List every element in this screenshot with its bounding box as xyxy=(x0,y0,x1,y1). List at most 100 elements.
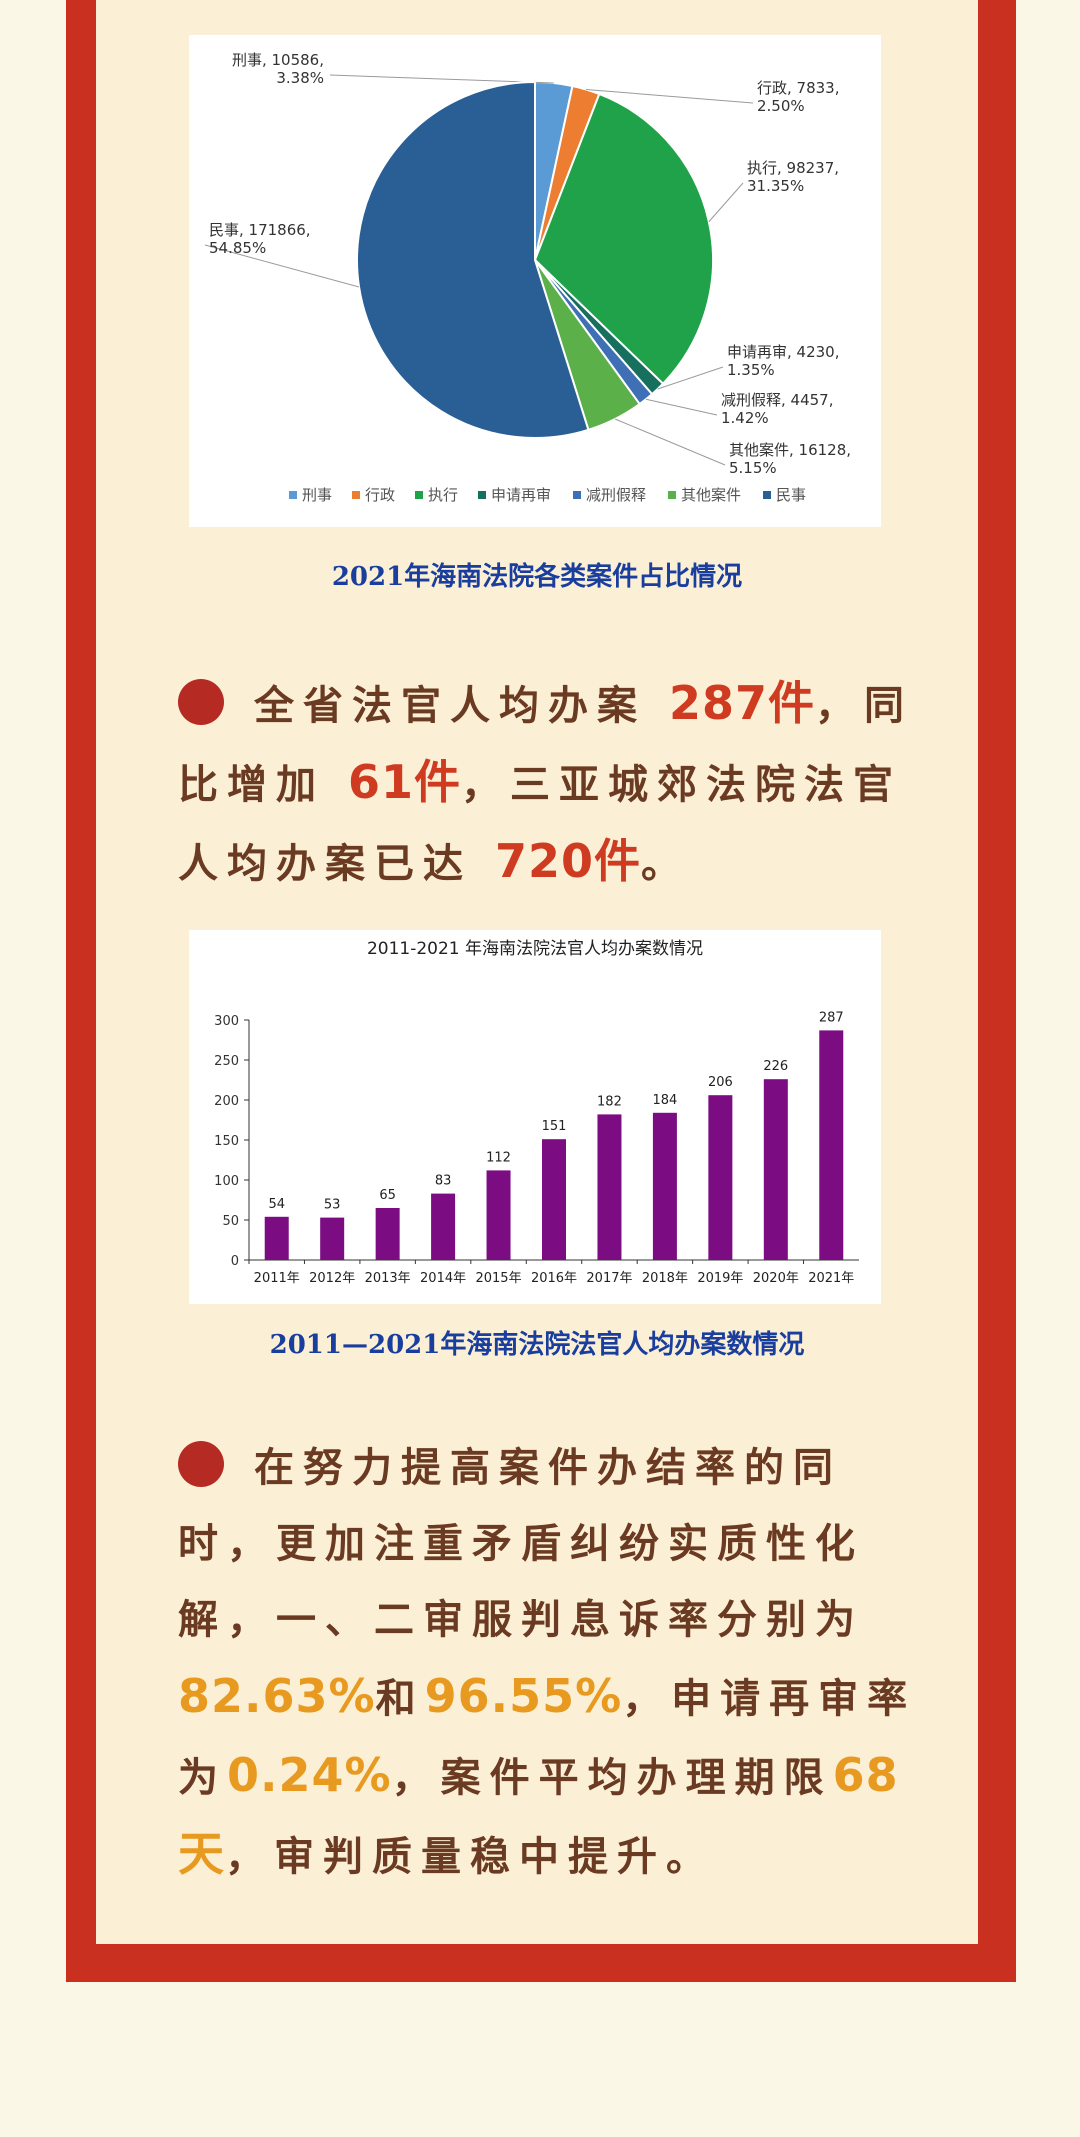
bar-chart: 2011-2021 年海南法院法官人均办案数情况 0 50 100 150 200 250 3… xyxy=(214,939,859,1286)
y-tick-label-4: 200 xyxy=(214,1094,239,1109)
value-720: 720件 xyxy=(494,834,641,888)
bar-value-label-2: 65 xyxy=(379,1188,396,1203)
pie-data-label-3-pct: 1.35% xyxy=(727,361,775,379)
bar-2015年 xyxy=(486,1170,511,1260)
para2-text-3: ，申请再审率为 xyxy=(178,1675,917,1801)
bar-value-label-1: 53 xyxy=(324,1198,341,1213)
para2-text-2: 和 xyxy=(375,1675,425,1722)
pie-chart-caption: 2021年海南法院各类案件占比情况 xyxy=(331,562,743,592)
legend-label-0: 刑事 xyxy=(302,486,332,504)
bar-2016年 xyxy=(542,1139,566,1260)
bullet-dot-icon xyxy=(178,679,224,725)
para1-text-4: 。 xyxy=(640,840,690,887)
bar-2012年 xyxy=(320,1217,345,1260)
bar-value-label-7: 184 xyxy=(652,1093,677,1108)
x-tick-label-9: 2020年 xyxy=(753,1271,799,1286)
paragraph-judge-caseload: 全省法官人均办案 287件，同比增加 61件，三亚城郊法院法官人均办案已达 72… xyxy=(178,665,918,902)
bar-2020年 xyxy=(763,1079,788,1260)
legend-label-2: 执行 xyxy=(428,486,458,504)
pie-data-label-1: 行政, 7833, xyxy=(757,79,839,97)
para2-text-5: ，审判质量稳中提升。 xyxy=(225,1833,715,1880)
x-tick-label-1: 2012年 xyxy=(309,1271,355,1286)
paragraph-trial-quality: 在努力提高案件办结率的同时，更加注重矛盾纠纷实质性化解，一、二审服判息诉率分别为… xyxy=(178,1430,918,1895)
bar-chart-caption: 2011—2021年海南法院法官人均办案数情况 xyxy=(269,1330,805,1360)
x-tick-label-10: 2021年 xyxy=(808,1271,854,1286)
bar-2018年 xyxy=(652,1112,677,1260)
pie-data-label-6: 民事, 171866, xyxy=(209,221,311,239)
x-tick-label-8: 2019年 xyxy=(697,1271,743,1286)
legend-swatch-1 xyxy=(352,491,360,499)
pie-data-label-4-pct: 1.42% xyxy=(721,409,769,427)
pie-leader-line-4 xyxy=(645,398,718,416)
legend-swatch-5 xyxy=(668,491,676,499)
bar-chart-card: 2011-2021 年海南法院法官人均办案数情况 0 50 100 150 200 250 3… xyxy=(189,930,881,1304)
legend-label-5: 其他案件 xyxy=(681,486,741,504)
pie-data-label-4: 减刑假释, 4457, xyxy=(721,391,833,409)
bar-value-label-0: 54 xyxy=(268,1197,285,1212)
para1-text-3: ，三亚城郊法院法官人均办案已达 xyxy=(178,761,902,887)
pie-leader-line-2 xyxy=(708,182,744,223)
bar-2013年 xyxy=(375,1208,400,1260)
legend-label-1: 行政 xyxy=(365,486,395,504)
value-287: 287件 xyxy=(668,676,815,730)
para1-text-1: 全省法官人均办案 xyxy=(254,682,646,729)
para1-text-2: ，同比增加 xyxy=(178,682,913,808)
legend-label-4: 减刑假释 xyxy=(586,486,646,504)
pie-data-label-2-pct: 31.35% xyxy=(747,177,804,195)
y-tick-label-3: 150 xyxy=(214,1134,239,1149)
bar-value-label-8: 206 xyxy=(708,1075,733,1090)
y-tick-label-0: 0 xyxy=(231,1254,239,1269)
bar-chart-title: 2011-2021 年海南法院法官人均办案数情况 xyxy=(367,939,703,959)
pie-leader-line-3 xyxy=(657,366,724,390)
legend-label-6: 民事 xyxy=(776,486,806,504)
x-tick-label-5: 2016年 xyxy=(531,1271,577,1286)
pie-leader-line-1 xyxy=(585,88,754,104)
bar-value-label-6: 182 xyxy=(597,1094,622,1109)
x-tick-label-0: 2011年 xyxy=(254,1271,300,1286)
value-68-days: 68天 xyxy=(178,1748,899,1881)
bar-value-label-4: 112 xyxy=(486,1150,511,1165)
pie-chart-card: 刑事, 10586, 3.38% 行政, 7833, 2.50% 执行, 98237, 3… xyxy=(189,35,881,527)
pie-leader-line-6 xyxy=(204,244,360,288)
pie-leader-line-5 xyxy=(614,418,726,466)
legend-swatch-4 xyxy=(573,491,581,499)
legend-swatch-3 xyxy=(478,491,486,499)
legend-swatch-0 xyxy=(289,491,297,499)
y-tick-label-2: 100 xyxy=(214,1174,239,1189)
bar-value-label-5: 151 xyxy=(542,1119,567,1134)
pie-data-label-5: 其他案件, 16128, xyxy=(729,441,851,459)
bar-2011年 xyxy=(264,1216,289,1260)
x-tick-label-4: 2015年 xyxy=(475,1271,521,1286)
pie-data-label-5-pct: 5.15% xyxy=(729,459,777,477)
bar-value-label-3: 83 xyxy=(435,1174,452,1189)
legend-swatch-2 xyxy=(415,491,423,499)
bullet-dot-icon xyxy=(178,1441,224,1487)
y-tick-label-6: 300 xyxy=(214,1014,239,1029)
pie-data-label-0: 刑事, 10586, xyxy=(232,51,324,69)
pie-slice-2 xyxy=(533,92,714,386)
bar-2019年 xyxy=(708,1095,733,1260)
pie-data-label-6-pct: 54.85% xyxy=(209,239,266,257)
x-tick-label-6: 2017年 xyxy=(586,1271,632,1286)
bar-value-label-10: 287 xyxy=(819,1010,844,1025)
bar-2014年 xyxy=(431,1193,456,1260)
pie-data-label-0-pct: 3.38% xyxy=(276,69,324,87)
y-tick-label-1: 50 xyxy=(222,1214,239,1229)
y-tick-label-5: 250 xyxy=(214,1054,239,1069)
value-96-55: 96.55% xyxy=(424,1669,623,1723)
value-61: 61件 xyxy=(347,755,461,809)
x-tick-label-7: 2018年 xyxy=(642,1271,688,1286)
pie-leader-line-0 xyxy=(329,74,554,84)
bar-2017年 xyxy=(597,1114,622,1260)
x-tick-label-3: 2014年 xyxy=(420,1271,466,1286)
pie-data-label-2: 执行, 98237, xyxy=(747,159,839,177)
pie-data-label-1-pct: 2.50% xyxy=(757,97,805,115)
value-0-24: 0.24% xyxy=(227,1748,392,1802)
pie-data-label-3: 申请再审, 4230, xyxy=(727,343,839,361)
bar-2021年 xyxy=(819,1030,844,1260)
legend-label-3: 申请再审 xyxy=(491,486,551,504)
value-82-63: 82.63% xyxy=(178,1669,376,1723)
bar-value-label-9: 226 xyxy=(763,1059,788,1074)
para2-text-4: ，案件平均办理期限 xyxy=(391,1754,833,1801)
pie-chart: 刑事, 10586,3.38% 行政, 7833,2.50% 执行, 98237,3… xyxy=(204,51,851,504)
